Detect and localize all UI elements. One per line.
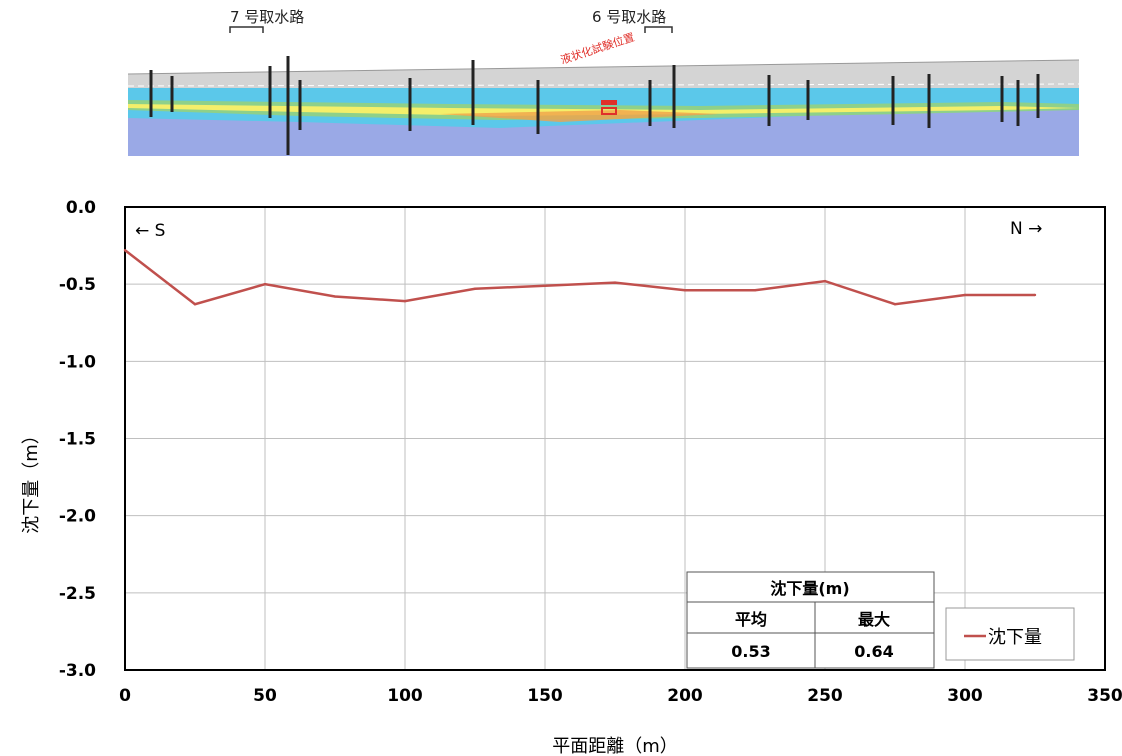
legend: 沈下量 (945, 607, 1075, 661)
summary-header-maximum: 最大 (858, 610, 890, 629)
x-tick-label: 100 (387, 686, 423, 706)
data-point (683, 289, 687, 292)
data-point (333, 295, 337, 298)
grid-lines (124, 206, 1106, 671)
x-tick-label: 200 (667, 686, 703, 706)
label-7-intake: 7 号取水路 (230, 8, 304, 26)
data-point (753, 289, 757, 292)
y-tick-label: 0.0 (66, 198, 96, 218)
data-point (963, 293, 967, 297)
x-tick-label: 50 (253, 686, 277, 706)
y-axis-label: 沈下量（m） (21, 426, 42, 534)
bracket-7 (229, 26, 264, 33)
data-point (123, 249, 127, 252)
legend-label: 沈下量 (988, 627, 1042, 648)
direction-south: ← S (135, 221, 165, 241)
data-point (823, 279, 827, 283)
direction-north: N → (1010, 219, 1042, 239)
label-6-intake: 6 号取水路 (592, 8, 666, 26)
y-tick-label: -1.5 (59, 430, 96, 450)
data-point (263, 282, 267, 286)
summary-value-average: 0.53 (731, 642, 770, 661)
y-tick-label: -0.5 (59, 275, 96, 295)
data-point (613, 281, 617, 284)
data-point (893, 303, 897, 306)
x-tick-labels: 0 50 100 150 200 250 300 350 (119, 686, 1122, 706)
x-axis-label: 平面距離（m） (552, 736, 678, 756)
summary-table: 沈下量(m) 平均 最大 0.53 0.64 (686, 571, 935, 669)
summary-header-average: 平均 (735, 610, 767, 629)
summary-table-title: 沈下量(m) (770, 579, 849, 598)
y-tick-label: -3.0 (59, 661, 96, 681)
y-tick-label: -2.0 (59, 507, 96, 527)
y-tick-label: -2.5 (59, 584, 96, 604)
bracket-6 (644, 26, 673, 33)
y-tick-label: -1.0 (59, 352, 96, 372)
data-point (403, 299, 407, 303)
data-point (543, 284, 547, 287)
data-point (1033, 293, 1037, 297)
x-tick-label: 300 (947, 686, 983, 706)
summary-value-maximum: 0.64 (854, 642, 893, 661)
cross-section-diagram: 7 号取水路 6 号取水路 液状化試験位置 (127, 8, 1080, 156)
y-tick-labels: 0.0 -0.5 -1.0 -1.5 -2.0 -2.5 -3.0 (59, 198, 96, 681)
series-points (123, 249, 1037, 306)
data-point (473, 287, 477, 290)
x-tick-label: 350 (1087, 686, 1122, 706)
x-tick-label: 250 (807, 686, 843, 706)
liquefaction-test-label: 液状化試験位置 (559, 30, 637, 67)
plot-area-frame (124, 206, 1106, 671)
series-line-settlement (124, 249, 1035, 306)
x-tick-label: 0 (119, 686, 131, 706)
settlement-chart: 0 50 100 150 200 250 300 350 0.0 -0.5 -1.0 -1.5 -2.… (21, 198, 1122, 756)
borehole-markers (149, 56, 1040, 155)
x-tick-label: 150 (527, 686, 563, 706)
data-point (193, 303, 197, 306)
